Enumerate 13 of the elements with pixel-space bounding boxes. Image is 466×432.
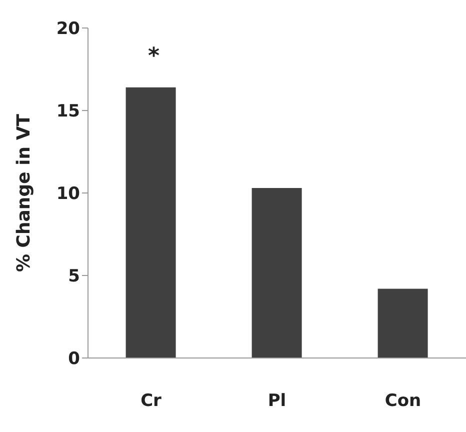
y-tick-label: 15	[56, 102, 80, 122]
bar	[126, 87, 176, 358]
x-tick-label: Con	[384, 391, 422, 412]
annotation: *	[148, 44, 160, 69]
x-tick-label: Pl	[268, 391, 286, 412]
x-tick-label: Cr	[140, 391, 162, 412]
y-tick-label: 5	[68, 266, 80, 287]
bar	[378, 288, 428, 358]
y-tick-label: 0	[68, 349, 80, 370]
y-tick-label: 20	[56, 19, 80, 40]
y-axis-title: % Change in VT	[13, 113, 34, 272]
y-tick-label: 10	[56, 184, 80, 204]
bar	[252, 188, 302, 358]
